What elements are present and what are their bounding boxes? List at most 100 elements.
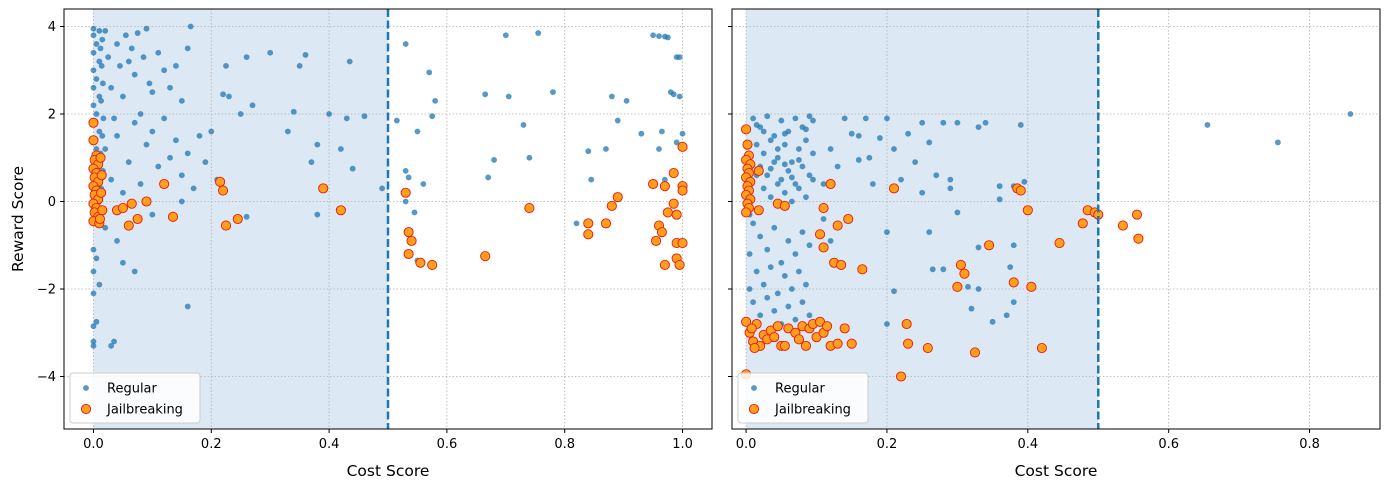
regular-point	[989, 318, 996, 325]
regular-point	[820, 216, 827, 222]
regular-point	[792, 316, 799, 323]
jailbreaking-point	[406, 235, 417, 246]
jailbreaking-point	[903, 338, 914, 349]
jailbreaking-point	[583, 218, 594, 229]
regular-point	[848, 130, 855, 137]
regular-point	[827, 146, 834, 152]
regular-point	[243, 213, 250, 220]
regular-point	[520, 122, 527, 128]
jailbreaking-point	[403, 248, 414, 260]
jailbreaking-point	[1022, 205, 1033, 216]
regular-point	[137, 181, 144, 187]
jailbreaking-point	[94, 213, 105, 225]
jailbreaking-point	[232, 213, 243, 225]
regular-point	[314, 211, 321, 218]
regular-point	[402, 41, 409, 47]
regular-point	[1021, 178, 1028, 185]
legend-box	[69, 372, 201, 424]
regular-point	[173, 137, 179, 144]
regular-point	[919, 189, 926, 196]
jailbreaking-point	[814, 229, 826, 240]
regular-point	[573, 220, 580, 227]
jailbreaking-point	[96, 187, 107, 198]
regular-point	[757, 312, 764, 319]
regular-point	[785, 167, 792, 174]
regular-point	[788, 286, 795, 292]
x-tick-label: 0.6	[437, 437, 458, 452]
jailbreaking-point	[857, 264, 868, 275]
regular-point	[884, 321, 890, 327]
regular-point	[96, 93, 103, 100]
regular-point	[774, 146, 781, 152]
jailbreaking-point	[753, 165, 764, 176]
jailbreaking-point	[400, 187, 411, 198]
regular-point	[788, 159, 795, 166]
x-tick-label: 0.0	[83, 437, 104, 452]
regular-point	[114, 132, 120, 139]
regular-point	[90, 32, 97, 39]
legend-jailbreaking-marker	[748, 403, 760, 415]
regular-point	[926, 229, 933, 236]
jailbreaking-point	[95, 152, 106, 163]
regular-point	[167, 84, 173, 91]
regular-point	[223, 62, 229, 69]
regular-point	[1347, 111, 1354, 117]
jailbreaking-point	[123, 220, 134, 231]
regular-point	[208, 128, 215, 135]
regular-point	[99, 36, 106, 43]
regular-point	[785, 237, 792, 244]
jailbreaking-point	[126, 198, 137, 209]
jailbreaking-point	[524, 203, 535, 214]
regular-point	[535, 30, 542, 36]
regular-point	[771, 132, 778, 139]
regular-point	[90, 25, 97, 32]
regular-point	[105, 54, 112, 61]
regular-point	[125, 58, 132, 65]
regular-point	[432, 97, 439, 104]
jailbreaking-point	[800, 340, 812, 351]
regular-point	[757, 233, 764, 240]
jailbreaking-point	[668, 168, 679, 179]
safe-region-shade	[746, 9, 1099, 429]
jailbreaking-point	[674, 259, 685, 270]
regular-point	[114, 41, 120, 47]
regular-point	[996, 183, 1003, 190]
regular-point	[810, 117, 816, 124]
jailbreaking-point	[88, 117, 99, 128]
regular-point	[93, 146, 100, 152]
regular-point	[834, 163, 841, 170]
regular-point	[137, 111, 144, 117]
points-layer	[741, 111, 1354, 382]
plot-frame	[63, 8, 713, 430]
regular-point	[296, 62, 303, 69]
regular-point	[420, 181, 427, 187]
jailbreaking-point	[839, 323, 850, 334]
regular-point	[760, 185, 767, 192]
regular-point	[891, 146, 897, 152]
regular-point	[585, 148, 592, 155]
regular-point	[760, 281, 767, 288]
regular-point	[90, 49, 97, 56]
regular-point	[178, 172, 185, 179]
regular-point	[284, 128, 291, 135]
regular-point	[131, 119, 138, 126]
jailbreaking-point	[1026, 281, 1037, 292]
regular-point	[155, 163, 162, 170]
regular-point	[968, 305, 975, 312]
regular-point	[111, 115, 117, 122]
regular-point	[99, 80, 106, 87]
regular-point	[912, 159, 919, 166]
regular-point	[679, 130, 686, 137]
regular-point	[155, 49, 162, 56]
regular-point	[778, 117, 785, 124]
regular-point	[93, 255, 100, 262]
jailbreaking-point	[742, 139, 753, 150]
regular-point	[792, 181, 799, 187]
regular-point	[975, 244, 982, 251]
regular-point	[114, 237, 120, 244]
regular-point	[785, 303, 792, 310]
regular-point	[161, 67, 168, 74]
legend-regular-marker	[751, 385, 757, 391]
regular-point	[608, 93, 615, 100]
